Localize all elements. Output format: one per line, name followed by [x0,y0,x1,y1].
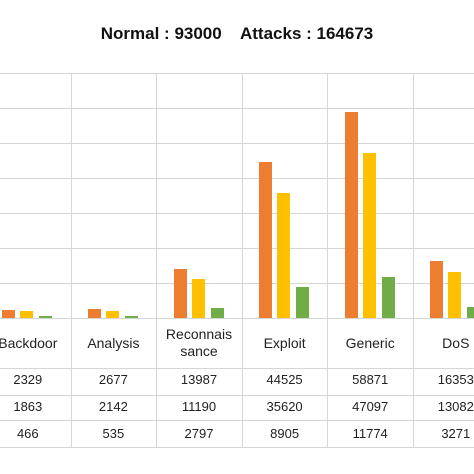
grid-line [0,248,474,249]
table-cell: 535 [102,426,125,441]
category-label: Exploit [263,334,306,351]
bar [124,316,138,318]
grid-line [0,143,474,144]
table-cell: 2677 [98,372,128,387]
table-cell: 466 [16,426,39,441]
column-line [156,73,158,447]
bar [259,162,273,318]
table-cell: 3271 [441,426,471,441]
table-cell: 58871 [352,372,389,387]
bar [39,316,53,318]
table-line [0,368,474,369]
bar [448,272,462,318]
bar [467,306,474,318]
bar [430,260,444,318]
table-cell: 1863 [13,399,43,414]
table-cell: 13987 [180,372,218,387]
grid-line [0,108,474,109]
bar [105,310,119,318]
column-line [241,73,243,447]
table-cell: 2329 [13,372,43,387]
grid-line [0,213,474,214]
category-label: Backdoor [0,334,58,351]
bar [296,286,310,318]
table-cell: 8905 [270,426,300,441]
category-label: Generic [345,334,395,351]
bar [173,269,187,318]
bar [362,153,376,318]
table-cell: 11190 [181,399,217,414]
bar [344,111,358,318]
table-cell: 13082 [437,399,474,414]
grid-line [0,283,474,284]
table-line [0,447,474,448]
bar [210,308,224,318]
chart-title: Normal : 93000 Attacks : 164673 [100,24,374,43]
grid-line [0,73,474,74]
table-cell: 11774 [352,426,388,441]
table-cell: 35620 [266,399,303,414]
table-cell: 2797 [184,426,214,441]
table-cell: 47097 [352,399,389,414]
category-label: DoS [442,334,470,351]
bar [277,193,291,318]
table-cell: 2142 [98,399,128,414]
column-line [327,73,329,447]
category-label: Reconnaissance [165,326,233,359]
table-line [0,395,474,396]
bar [2,309,16,318]
grid-line [0,318,474,319]
table-cell: 16353 [437,372,474,387]
table-cell: 44525 [266,372,303,387]
category-label: Analysis [87,334,140,351]
column-line [413,73,414,447]
bar [20,311,34,318]
bar [381,276,395,318]
grid-line [0,178,474,179]
column-line [70,73,72,447]
bar [87,308,101,318]
bar [191,278,205,318]
table-line [0,420,474,421]
